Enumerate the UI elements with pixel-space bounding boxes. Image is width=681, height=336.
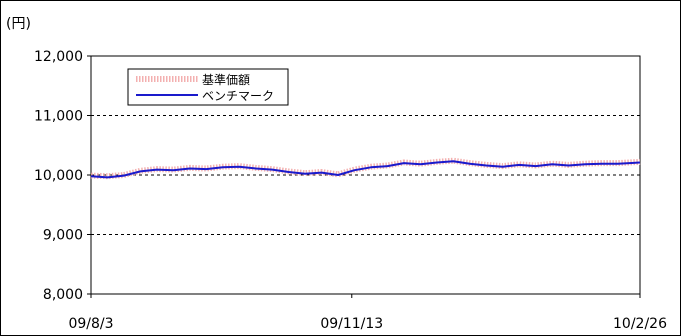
legend-box	[127, 68, 289, 106]
y-axis-unit-label: (円)	[6, 16, 31, 32]
legend-label-1: 基準価額	[202, 72, 250, 87]
x-tick-label: 10/2/26	[613, 316, 667, 332]
x-tick-label: 09/11/13	[320, 316, 383, 332]
y-tick-label: 8,000	[43, 287, 83, 303]
y-tick-label: 10,000	[34, 168, 83, 184]
x-tick-label: 09/8/3	[68, 316, 113, 332]
series-line-2	[90, 160, 641, 179]
legend-label-2: ベンチマーク	[202, 89, 274, 103]
y-tick-label: 12,000	[34, 49, 83, 65]
y-tick-label: 9,000	[43, 228, 83, 244]
y-tick-label: 11,000	[34, 109, 83, 125]
